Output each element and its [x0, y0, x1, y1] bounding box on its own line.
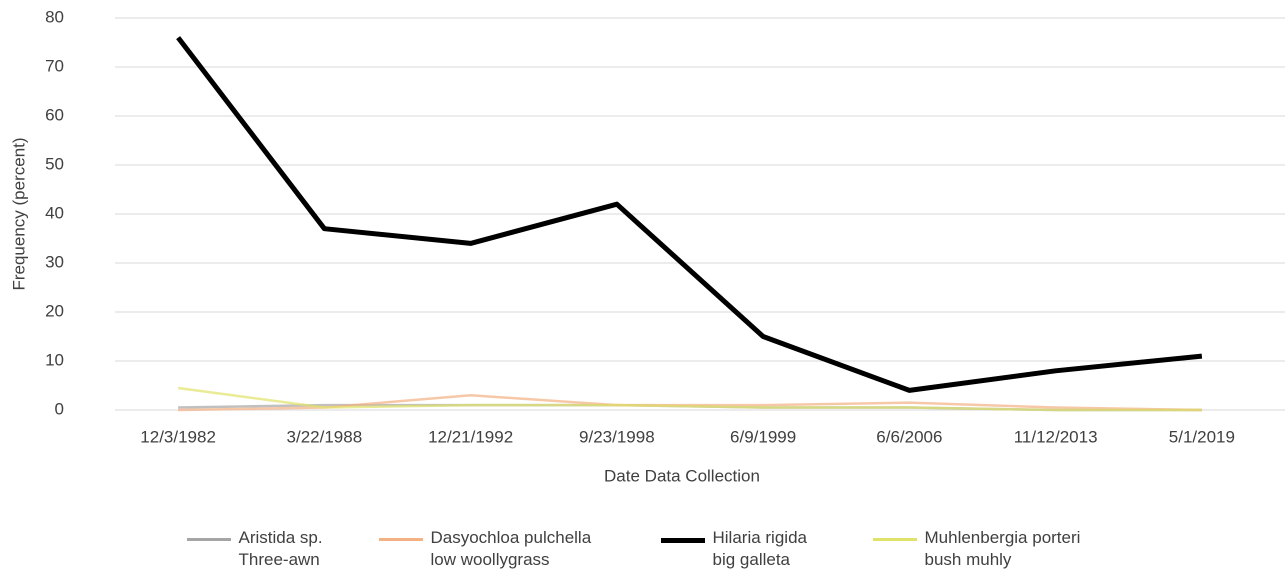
x-axis-title: Date Data Collection [604, 466, 760, 485]
series-line [177, 386, 1202, 412]
y-tick-label: 40 [45, 203, 64, 222]
y-tick-label: 70 [45, 56, 64, 75]
plot: Frequency (percent) Date Data Collection… [9, 7, 1285, 485]
x-tick-label: 6/9/1999 [730, 427, 796, 446]
x-tick-label: 3/22/1988 [287, 427, 363, 446]
y-tick-label: 60 [45, 105, 64, 124]
legend-item: Muhlenbergia porteri bush muhly [872, 527, 1100, 571]
legend-swatch [186, 538, 231, 541]
legend-item: Hilaria rigida big galleta [660, 527, 833, 571]
legend-label: Aristida sp. Three-awn [238, 528, 323, 569]
x-tick-label: 5/1/2019 [1169, 427, 1235, 446]
legend-swatch [660, 538, 705, 543]
y-axis-title: Frequency (percent) [9, 137, 28, 290]
legend-label: Muhlenbergia porteri bush muhly [924, 528, 1081, 569]
legend-swatch [378, 538, 423, 541]
legend-swatch [872, 538, 917, 541]
legend-item: Dasyochloa pulchella low woollygrass [378, 527, 621, 571]
legend: Aristida sp. Three-awn Dasyochloa pulchel… [0, 527, 1286, 571]
legend-item: Aristida sp. Three-awn [186, 527, 339, 571]
x-tick-label: 12/21/1992 [428, 427, 513, 446]
x-tick-label: 9/23/1998 [579, 427, 655, 446]
legend-label: Dasyochloa pulchella low woollygrass [430, 528, 592, 569]
y-tick-label: 50 [45, 154, 64, 173]
y-tick-label: 20 [45, 301, 64, 320]
y-tick-label: 10 [45, 350, 64, 369]
legend-label: Hilaria rigida big galleta [712, 528, 807, 569]
x-tick-label: 11/12/2013 [1014, 427, 1098, 446]
y-tick-label: 0 [55, 399, 64, 418]
y-tick-label: 80 [45, 7, 64, 26]
series-line [176, 36, 1203, 393]
y-tick-label: 30 [45, 252, 64, 271]
x-tick-label: 6/6/2006 [876, 427, 942, 446]
x-tick-label: 12/3/1982 [140, 427, 216, 446]
